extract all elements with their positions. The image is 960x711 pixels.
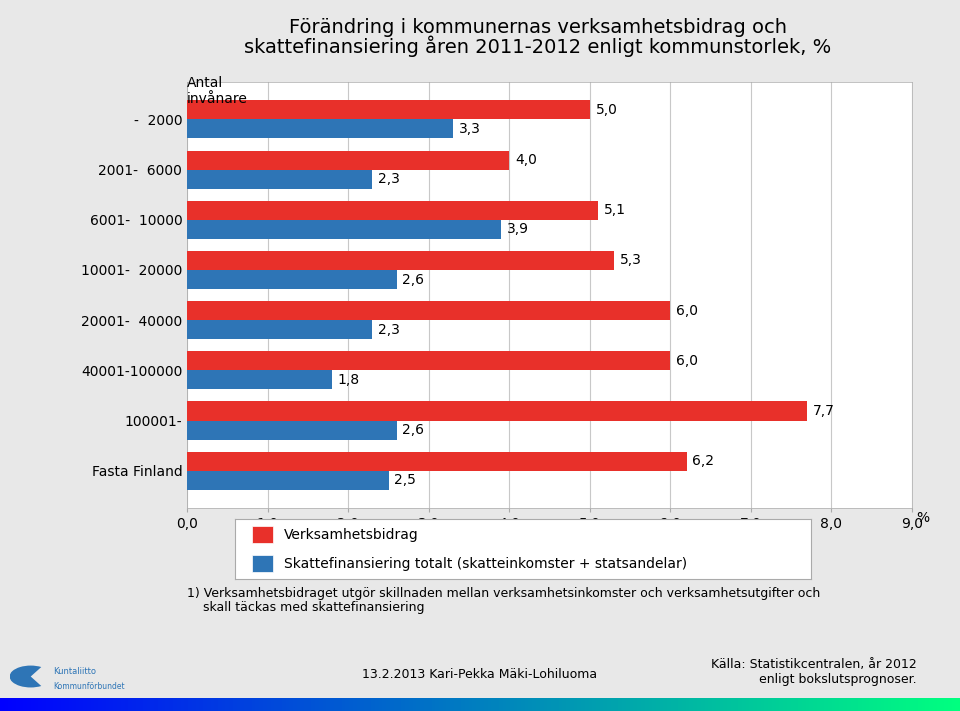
- Text: 5,0: 5,0: [595, 103, 617, 117]
- Bar: [187, 220, 501, 239]
- Bar: [187, 402, 807, 420]
- Bar: [252, 555, 273, 572]
- Bar: [187, 251, 614, 270]
- Bar: [187, 100, 589, 119]
- Text: %: %: [916, 511, 929, 525]
- Text: 3,3: 3,3: [459, 122, 480, 136]
- Text: 2,5: 2,5: [395, 474, 416, 487]
- Text: 6,0: 6,0: [676, 354, 698, 368]
- Text: 2,6: 2,6: [402, 272, 424, 287]
- Wedge shape: [10, 665, 41, 688]
- Text: Verksamhetsbidrag: Verksamhetsbidrag: [284, 528, 419, 542]
- Bar: [187, 151, 510, 170]
- Text: 6,0: 6,0: [676, 304, 698, 318]
- Bar: [187, 201, 598, 220]
- Text: 2,3: 2,3: [378, 323, 400, 337]
- Text: 1) Verksamhetsbidraget utgör skillnaden mellan verksamhetsinkomster och verksamh: 1) Verksamhetsbidraget utgör skillnaden …: [187, 587, 821, 599]
- Text: 6,2: 6,2: [692, 454, 714, 468]
- Bar: [252, 526, 273, 543]
- Bar: [187, 471, 389, 490]
- Bar: [187, 420, 396, 439]
- Text: Kuntaliitto: Kuntaliitto: [53, 667, 96, 676]
- Bar: [187, 451, 686, 471]
- Bar: [187, 301, 670, 320]
- Text: 2,3: 2,3: [378, 172, 400, 186]
- Text: 1,8: 1,8: [338, 373, 360, 387]
- Text: 4,0: 4,0: [515, 153, 537, 167]
- Bar: [187, 119, 453, 139]
- Text: 3,9: 3,9: [507, 223, 529, 236]
- Bar: [187, 320, 372, 339]
- Text: 5,3: 5,3: [619, 253, 641, 267]
- Text: 13.2.2013 Kari-Pekka Mäki-Lohiluoma: 13.2.2013 Kari-Pekka Mäki-Lohiluoma: [363, 668, 597, 681]
- Bar: [187, 351, 670, 370]
- Text: skattefinansiering åren 2011-2012 enligt kommunstorlek, %: skattefinansiering åren 2011-2012 enligt…: [244, 36, 831, 57]
- Bar: [187, 170, 372, 188]
- Text: 5,1: 5,1: [604, 203, 626, 218]
- Text: skall täckas med skattefinansiering: skall täckas med skattefinansiering: [187, 601, 424, 614]
- Text: Antal
invånare: Antal invånare: [187, 76, 248, 106]
- Text: 7,7: 7,7: [813, 404, 835, 418]
- Bar: [187, 370, 332, 390]
- Bar: [187, 270, 396, 289]
- Text: Källa: Statistikcentralen, år 2012
enligt bokslutsprognoser.: Källa: Statistikcentralen, år 2012 enlig…: [711, 658, 917, 685]
- Text: Skattefinansiering totalt (skatteinkomster + statsandelar): Skattefinansiering totalt (skatteinkomst…: [284, 557, 687, 571]
- Text: 2,6: 2,6: [402, 423, 424, 437]
- Text: Förändring i kommunernas verksamhetsbidrag och: Förändring i kommunernas verksamhetsbidr…: [289, 18, 786, 37]
- Text: Kommunförbundet: Kommunförbundet: [53, 682, 125, 691]
